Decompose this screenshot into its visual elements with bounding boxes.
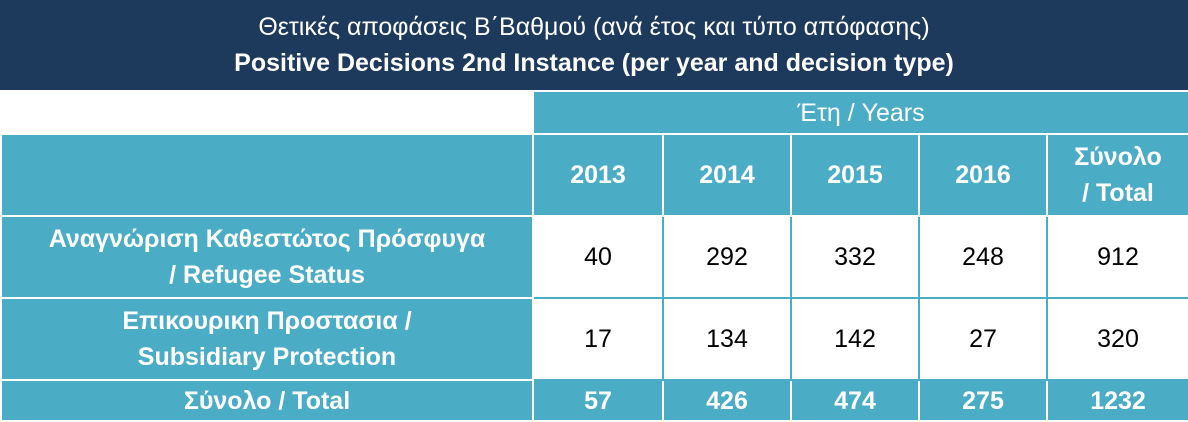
value-cell: 17 bbox=[532, 297, 664, 381]
column-header-line: 2016 bbox=[955, 161, 1011, 189]
value-cell: 27 bbox=[918, 297, 1048, 381]
group-header: Έτη / Years bbox=[531, 90, 1188, 135]
column-header-line: 2015 bbox=[827, 161, 883, 189]
value-cell: 912 bbox=[1045, 215, 1188, 299]
title-band: Θετικές αποφάσεις Β΄Βαθμού (ανά έτος και… bbox=[0, 0, 1188, 90]
value-cell: 320 bbox=[1045, 297, 1188, 381]
value-cell: 275 bbox=[918, 379, 1048, 422]
value-cell: 57 bbox=[532, 379, 664, 422]
data-row: Αναγνώριση Καθεστώτος Πρόσφυγα / Refugee … bbox=[0, 215, 1188, 299]
value-cell: 40 bbox=[532, 215, 664, 299]
value-cell: 1232 bbox=[1045, 379, 1188, 422]
value-cell: 426 bbox=[662, 379, 792, 422]
row-label: Αναγνώριση Καθεστώτος Πρόσφυγα / Refugee … bbox=[0, 215, 534, 299]
data-row: Επικουρικη Προστασια / Subsidiary Protect… bbox=[0, 297, 1188, 381]
value-cell: 248 bbox=[918, 215, 1048, 299]
blank-cell bbox=[0, 90, 534, 135]
value-cell: 134 bbox=[662, 297, 792, 381]
value-cell: 142 bbox=[790, 297, 920, 381]
column-header-line: / Total bbox=[1082, 179, 1154, 207]
column-header: 2013 bbox=[532, 133, 664, 217]
row-label: Σύνολο / Total bbox=[0, 379, 534, 422]
title-greek: Θετικές αποφάσεις Β΄Βαθμού (ανά έτος και… bbox=[258, 13, 930, 41]
column-header: 2016 bbox=[918, 133, 1048, 217]
blank-header bbox=[0, 133, 534, 217]
value-cell: 332 bbox=[790, 215, 920, 299]
column-header-row: 2013 2014 2015 2016 Σύνολο / Total bbox=[0, 133, 1188, 217]
column-header-line: 2014 bbox=[699, 161, 755, 189]
column-header-line: 2013 bbox=[570, 161, 626, 189]
row-label-line: Επικουρικη Προστασια / bbox=[122, 307, 412, 335]
column-header-line: Σύνολο bbox=[1074, 143, 1162, 171]
row-label-line: Αναγνώριση Καθεστώτος Πρόσφυγα bbox=[48, 225, 486, 253]
row-label-line: / Refugee Status bbox=[169, 261, 365, 289]
row-label-line: Σύνολο / Total bbox=[183, 386, 351, 415]
row-label: Επικουρικη Προστασια / Subsidiary Protect… bbox=[0, 297, 534, 381]
title-english: Positive Decisions 2nd Instance (per yea… bbox=[234, 49, 954, 77]
column-header: Σύνολο / Total bbox=[1045, 133, 1188, 217]
decisions-table: Έτη / Years 2013 2014 2015 2016 Σύνολο / Tota… bbox=[0, 90, 1188, 422]
column-header: 2015 bbox=[790, 133, 920, 217]
column-header: 2014 bbox=[662, 133, 792, 217]
total-row: Σύνολο / Total 57 426 474 275 1232 bbox=[0, 379, 1188, 422]
value-cell: 292 bbox=[662, 215, 792, 299]
group-header-row: Έτη / Years bbox=[0, 90, 1188, 135]
value-cell: 474 bbox=[790, 379, 920, 422]
row-label-line: Subsidiary Protection bbox=[137, 343, 397, 371]
